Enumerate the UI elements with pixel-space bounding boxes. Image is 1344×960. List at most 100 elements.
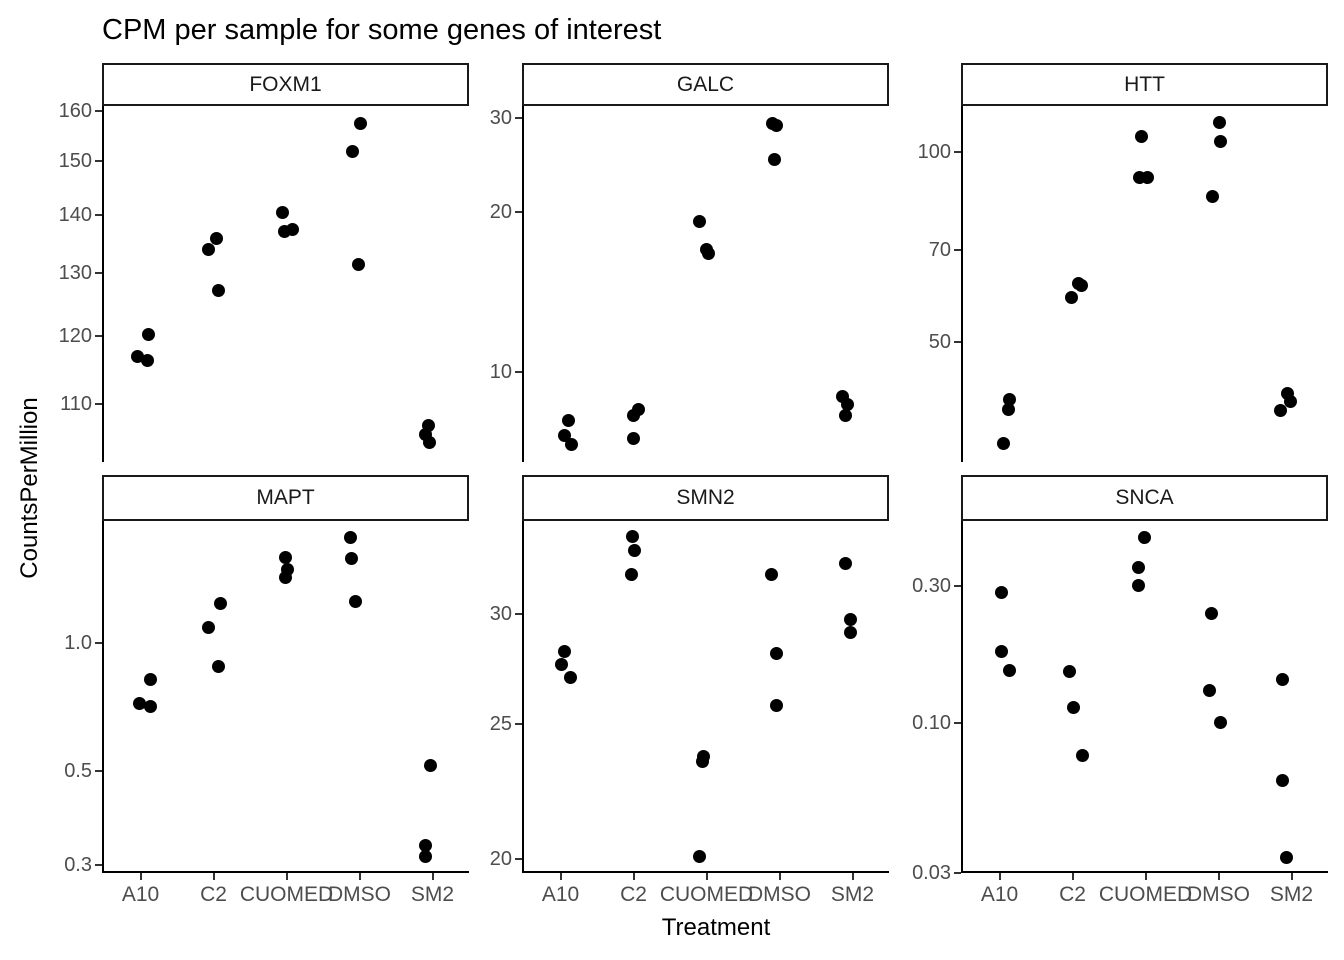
x-tick-mark: [632, 873, 635, 880]
y-tick-mark: [95, 641, 102, 644]
y-tick-mark: [95, 769, 102, 772]
y-axis-line: [102, 106, 104, 462]
data-point: [349, 595, 362, 609]
y-tick-label: 120: [58, 324, 92, 347]
x-axis-line: [961, 871, 1328, 873]
data-point: [345, 552, 358, 566]
x-tick-label: SM2: [830, 883, 875, 906]
y-tick-label: 30: [489, 602, 512, 625]
x-tick-mark: [358, 873, 361, 880]
y-tick-label: 160: [58, 99, 92, 122]
y-tick-label: 140: [58, 204, 92, 227]
facet-strip-mapt: MAPT: [102, 475, 469, 521]
y-tick-label: 30: [489, 107, 512, 130]
data-point: [279, 550, 292, 564]
data-point: [202, 620, 215, 634]
data-point: [770, 119, 783, 133]
data-point: [352, 257, 365, 271]
y-tick-label: 0.5: [64, 759, 92, 782]
x-tick-mark: [431, 873, 434, 880]
x-tick-label: DMSO: [1187, 883, 1250, 906]
x-tick-label: C2: [620, 883, 647, 906]
data-point: [1274, 403, 1287, 417]
data-point: [344, 531, 357, 545]
data-point: [768, 152, 781, 166]
data-point: [354, 117, 367, 131]
data-point: [141, 353, 154, 367]
data-point: [844, 625, 857, 639]
x-axis-line: [522, 871, 889, 873]
y-tick-mark: [95, 160, 102, 163]
facet-strip-galc: GALC: [522, 63, 889, 106]
data-point: [1063, 664, 1076, 678]
facet-strip-foxm1: FOXM1: [102, 63, 469, 106]
data-point: [995, 585, 1008, 599]
data-point: [144, 699, 157, 713]
y-tick-label: 50: [928, 331, 951, 354]
x-tick-mark: [285, 873, 288, 880]
x-tick-mark: [1144, 873, 1147, 880]
data-point: [1003, 664, 1016, 678]
data-point: [696, 755, 709, 769]
data-point: [693, 849, 706, 863]
y-tick-mark: [515, 858, 522, 861]
y-tick-label: 130: [58, 262, 92, 285]
data-point: [1214, 135, 1227, 149]
y-tick-mark: [95, 334, 102, 337]
x-axis-title: Treatment: [661, 914, 771, 941]
y-tick-label: 0.10: [912, 711, 951, 734]
data-point: [212, 283, 225, 297]
data-point: [702, 247, 715, 260]
data-point: [1002, 403, 1015, 417]
y-tick-label: 0.3: [64, 853, 92, 876]
y-tick-label: 0.30: [912, 574, 951, 597]
data-point: [1135, 129, 1148, 143]
facet-label: MAPT: [256, 486, 315, 509]
y-tick-label: 70: [928, 238, 951, 261]
x-tick-label: CUOMED: [239, 883, 334, 906]
data-point: [419, 839, 432, 853]
data-point: [424, 758, 437, 772]
facet-label: FOXM1: [249, 72, 322, 96]
data-point: [133, 696, 146, 710]
data-point: [1132, 579, 1145, 593]
data-point: [1076, 748, 1089, 762]
facet-label: GALC: [676, 72, 735, 96]
y-tick-mark: [954, 341, 961, 344]
data-point: [1205, 607, 1218, 621]
data-point: [1280, 850, 1293, 864]
y-axis-line: [961, 521, 963, 873]
data-point: [202, 242, 215, 256]
y-tick-mark: [95, 272, 102, 275]
data-point: [565, 438, 578, 452]
y-tick-mark: [515, 723, 522, 726]
x-tick-mark: [705, 873, 708, 880]
x-tick-mark: [1290, 873, 1293, 880]
data-point: [839, 408, 852, 422]
y-tick-label: 110: [60, 392, 92, 415]
data-point: [995, 645, 1008, 659]
y-tick-mark: [954, 721, 961, 724]
data-point: [625, 568, 638, 582]
data-point: [1138, 530, 1151, 544]
y-axis-line: [102, 521, 104, 873]
y-tick-mark: [515, 210, 522, 213]
x-tick-label: A10: [541, 883, 580, 906]
data-point: [1141, 171, 1154, 185]
facet-label: SMN2: [676, 486, 735, 509]
data-point: [212, 659, 225, 673]
data-point: [214, 596, 227, 610]
data-point: [210, 231, 223, 245]
y-axis-line: [961, 106, 963, 462]
data-point: [286, 222, 299, 236]
x-tick-mark: [139, 873, 142, 880]
data-point: [628, 544, 641, 558]
y-tick-mark: [95, 402, 102, 405]
y-tick-mark: [95, 109, 102, 112]
y-axis-line: [522, 106, 524, 462]
plot-title: CPM per sample for some genes of interes…: [102, 14, 662, 46]
y-tick-mark: [515, 371, 522, 374]
y-tick-label: 25: [489, 713, 512, 736]
data-point: [844, 613, 857, 627]
data-point: [1067, 701, 1080, 715]
